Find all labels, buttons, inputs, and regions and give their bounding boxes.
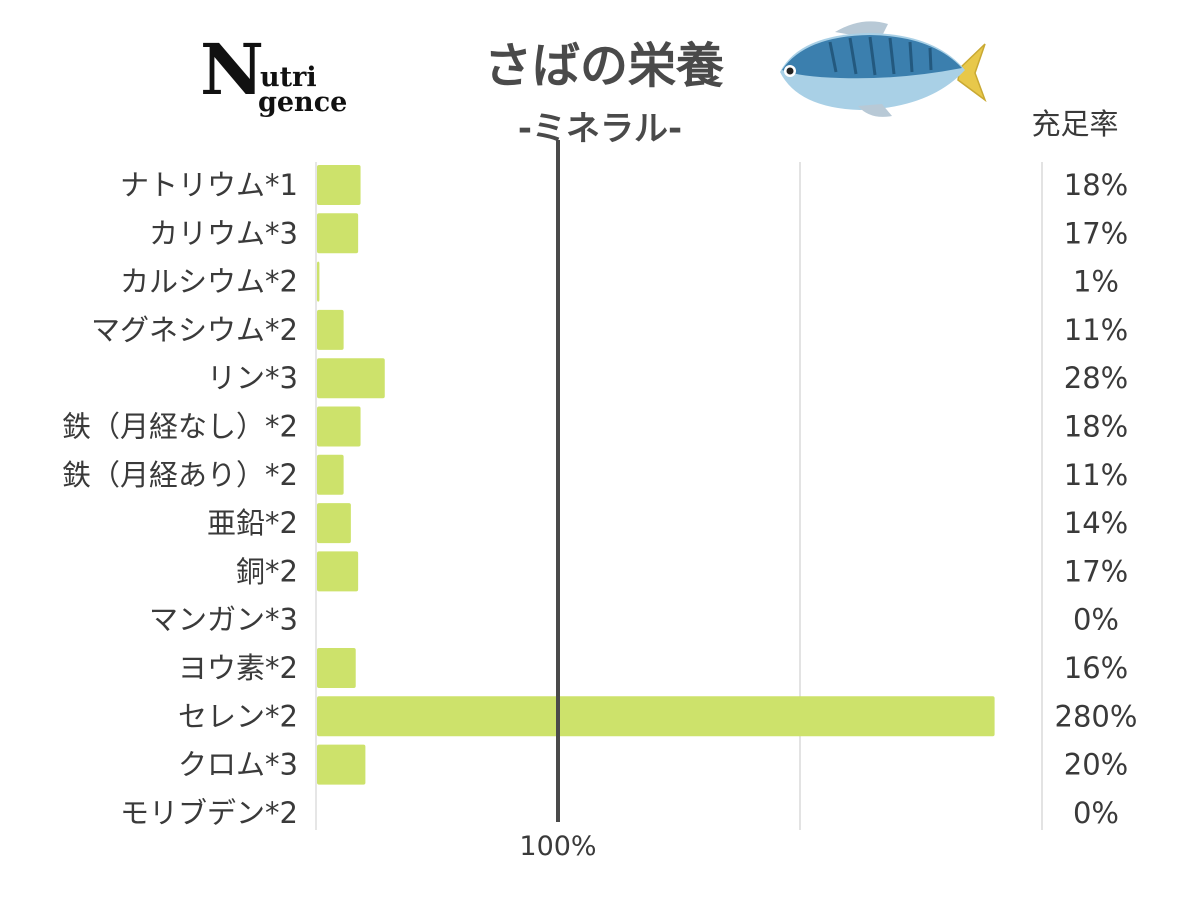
category-label: 鉄（月経あり）*2	[62, 458, 298, 492]
value-label: 18%	[1064, 168, 1128, 202]
category-label: クロム*3	[178, 748, 298, 782]
value-label: 0%	[1073, 796, 1119, 830]
value-label: 18%	[1064, 410, 1128, 444]
bar	[317, 454, 344, 495]
chart-title: さばの栄養	[484, 38, 724, 94]
value-label: 1%	[1073, 265, 1119, 299]
category-label: 鉄（月経なし）*2	[62, 410, 298, 444]
value-label: 28%	[1064, 361, 1128, 395]
bar	[317, 648, 356, 688]
value-labels: 18% 17% 1% 11% 28% 18% 11% 14% 17% 0% 16% 280% 20% 0%	[1055, 168, 1138, 830]
value-label: 16%	[1064, 651, 1128, 685]
category-labels: ナトリウム*1 カリウム*3 カルシウム*2 マグネシウム*2 リン*3 鉄（月経なし）*…	[62, 168, 298, 830]
nutrigence-logo: N utri gence	[200, 28, 347, 118]
value-label: 17%	[1064, 554, 1128, 588]
category-label: カリウム*3	[149, 216, 298, 250]
value-label: 280%	[1055, 699, 1138, 733]
category-label: カルシウム*2	[120, 265, 298, 299]
category-label: マンガン*3	[149, 603, 298, 637]
bar	[317, 165, 361, 205]
logo-big-letter: N	[200, 28, 264, 111]
bar	[317, 551, 359, 592]
value-column-header: 充足率	[1031, 107, 1118, 141]
category-label: ナトリウム*1	[120, 168, 298, 202]
category-label: セレン*2	[178, 699, 298, 733]
bar	[317, 261, 320, 302]
reference-line-label: 100%	[519, 831, 596, 862]
bar	[317, 213, 359, 254]
bars-group	[317, 165, 995, 785]
value-label: 20%	[1064, 748, 1128, 782]
category-label: リン*3	[207, 361, 298, 395]
category-label: 銅*2	[236, 554, 298, 588]
chart-subtitle: -ミネラル-	[518, 109, 682, 149]
category-label: 亜鉛*2	[207, 506, 298, 540]
logo-line-2: gence	[258, 87, 347, 118]
mackerel-icon	[780, 21, 987, 117]
category-label: モリブデン*2	[120, 796, 298, 830]
category-label: マグネシウム*2	[91, 313, 298, 347]
bar	[317, 503, 351, 544]
value-label: 17%	[1064, 216, 1128, 250]
value-label: 14%	[1064, 506, 1128, 540]
bar	[317, 406, 361, 447]
bar	[317, 744, 366, 785]
value-label: 0%	[1073, 603, 1119, 637]
value-label: 11%	[1064, 458, 1128, 492]
bar	[317, 696, 995, 737]
value-label: 11%	[1064, 313, 1128, 347]
bar	[317, 358, 385, 399]
bar	[317, 309, 344, 350]
category-label: ヨウ素*2	[178, 651, 298, 685]
logo-line-1: utri	[260, 62, 317, 93]
